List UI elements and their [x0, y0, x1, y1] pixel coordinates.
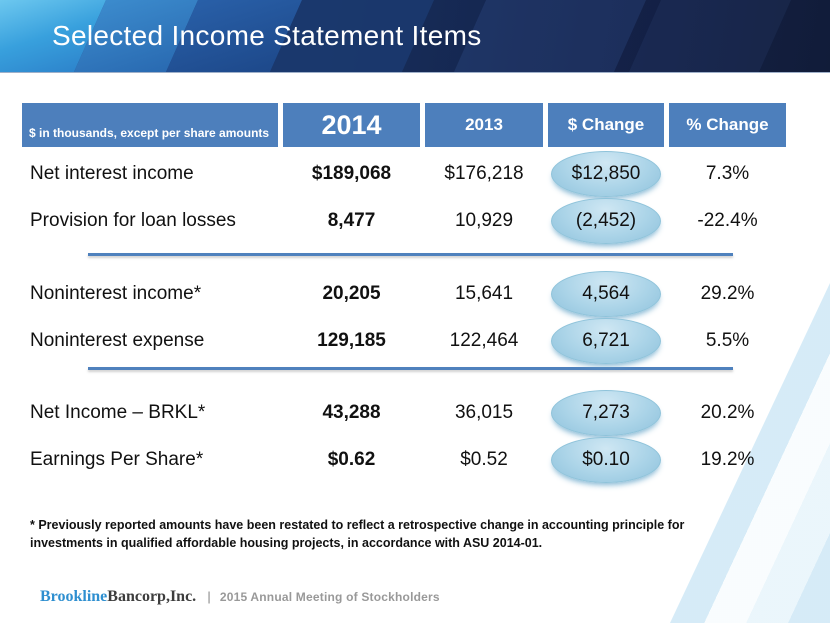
- value-2013: $0.52: [460, 448, 508, 470]
- row-label: Provision for loan losses: [30, 209, 236, 231]
- value-2014: 20,205: [322, 282, 381, 304]
- column-header-dollar-change: $ Change: [548, 103, 664, 147]
- column-header-pct-change: % Change: [669, 103, 786, 147]
- section-divider-line: [88, 253, 733, 256]
- section-divider-line: [88, 367, 733, 370]
- logo-brookline-text: Brookline: [40, 588, 108, 605]
- value-2014: $189,068: [311, 162, 392, 184]
- table-row: Net interest income $189,068 $176,218 $1…: [22, 150, 786, 197]
- title-bar: Selected Income Statement Items: [0, 0, 830, 72]
- change-highlight-ellipse: 7,273: [551, 389, 661, 436]
- column-header-2013: 2013: [425, 103, 543, 147]
- table-row: Earnings Per Share* $0.62 $0.52 $0.10 19…: [22, 436, 786, 483]
- value-2013: $176,218: [444, 162, 524, 184]
- value-dollar-change: (2,452): [548, 197, 664, 244]
- income-statement-table: $ in thousands, except per share amounts…: [22, 103, 786, 483]
- page-title: Selected Income Statement Items: [52, 20, 482, 51]
- logo-bancorp-text: Bancorp,Inc.: [107, 588, 197, 605]
- title-bar-stripe: [623, 0, 797, 72]
- value-pct-change: 29.2%: [700, 282, 755, 304]
- value-dollar-change: $12,850: [548, 150, 664, 197]
- value-dollar-change: $0.10: [548, 436, 664, 483]
- row-label: Net interest income: [30, 162, 194, 184]
- footer: BrooklineBancorp,Inc. | 2015 Annual Meet…: [40, 588, 440, 606]
- column-header-2014: 2014: [283, 103, 420, 147]
- value-pct-change: 5.5%: [705, 329, 750, 351]
- value-pct-change: 7.3%: [705, 162, 750, 184]
- restatement-footnote: * Previously reported amounts have been …: [30, 518, 685, 551]
- value-pct-change: -22.4%: [697, 209, 758, 231]
- change-highlight-ellipse: $12,850: [551, 150, 661, 197]
- row-label: Net Income – BRKL*: [30, 401, 206, 423]
- table-row: Net Income – BRKL* 43,288 36,015 7,273 2…: [22, 389, 786, 436]
- change-highlight-ellipse: $0.10: [551, 436, 661, 483]
- table-row: Noninterest expense 129,185 122,464 6,72…: [22, 317, 786, 364]
- value-2013: 10,929: [454, 209, 514, 231]
- row-label: Earnings Per Share*: [30, 448, 204, 470]
- value-dollar-change: 4,564: [548, 270, 664, 317]
- row-label: Noninterest expense: [30, 329, 205, 351]
- footer-separator: |: [207, 589, 211, 604]
- value-pct-change: 20.2%: [700, 401, 755, 423]
- value-dollar-change: 7,273: [548, 389, 664, 436]
- change-highlight-ellipse: (2,452): [551, 197, 661, 244]
- change-highlight-ellipse: 6,721: [551, 317, 661, 364]
- change-highlight-ellipse: 4,564: [551, 270, 661, 317]
- value-2013: 122,464: [449, 329, 519, 351]
- company-logo: BrooklineBancorp,Inc.: [40, 588, 196, 606]
- value-2014: $0.62: [327, 448, 376, 470]
- value-2013: 15,641: [454, 282, 514, 304]
- table-header-row: $ in thousands, except per share amounts…: [22, 103, 786, 147]
- footer-caption: 2015 Annual Meeting of Stockholders: [219, 590, 440, 604]
- table-row: Noninterest income* 20,205 15,641 4,564 …: [22, 270, 786, 317]
- value-2014: 129,185: [317, 329, 386, 351]
- value-2013: 36,015: [454, 401, 514, 423]
- row-label: Noninterest income*: [30, 282, 202, 304]
- table-units-note: $ in thousands, except per share amounts: [22, 103, 278, 147]
- value-2014: 8,477: [327, 209, 376, 231]
- value-pct-change: 19.2%: [700, 448, 755, 470]
- table-row: Provision for loan losses 8,477 10,929 (…: [22, 197, 786, 244]
- value-dollar-change: 6,721: [548, 317, 664, 364]
- value-2014: 43,288: [322, 401, 381, 423]
